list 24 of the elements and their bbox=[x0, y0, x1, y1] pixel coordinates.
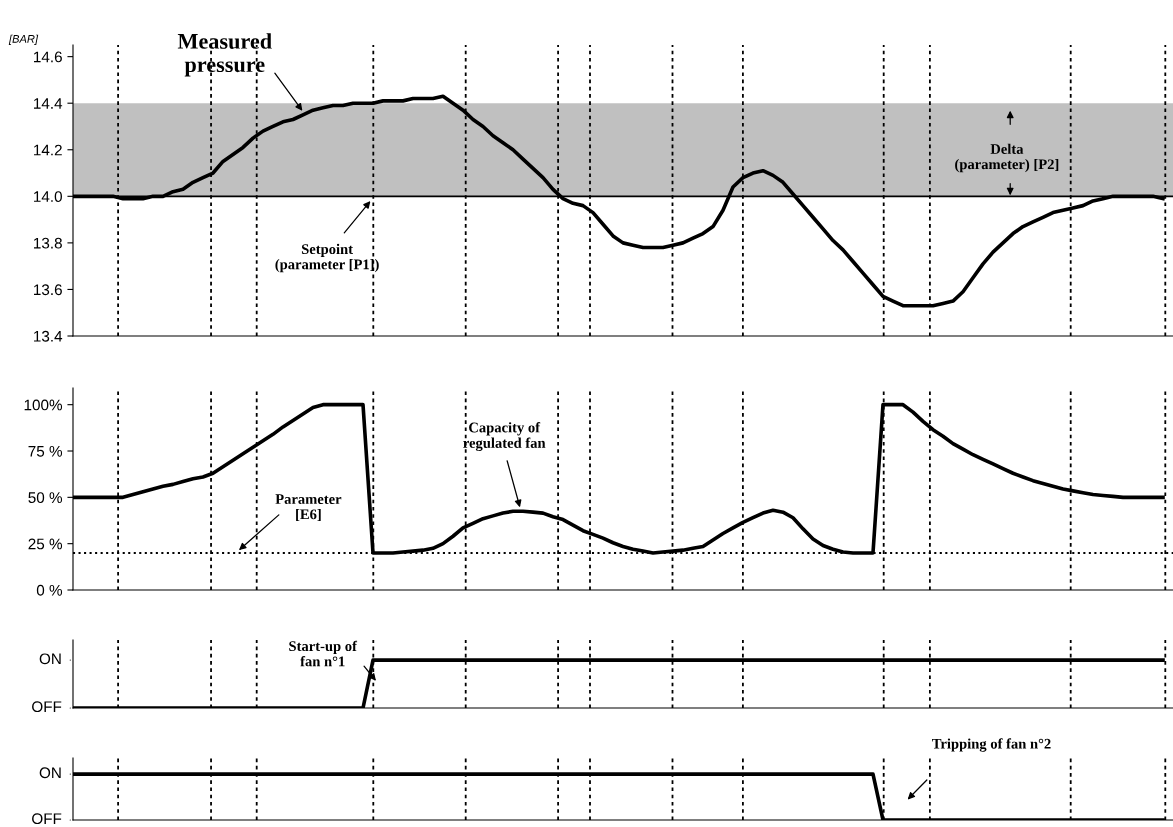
y-tick-label: 0 % bbox=[36, 584, 63, 596]
text: ON bbox=[39, 653, 61, 665]
y-tick-label: 13.4 bbox=[34, 330, 63, 342]
text: Tripping of fan n°2 bbox=[932, 738, 1051, 752]
y-tick-label: 25 % bbox=[28, 538, 63, 550]
y-tick-label: 14.4 bbox=[34, 98, 63, 109]
y-tick-label: 50 % bbox=[28, 492, 63, 504]
y-tick-label: 100% bbox=[24, 399, 63, 411]
y-tick-label: 14.0 bbox=[34, 191, 62, 203]
annotation: Setpoint (parameter [P1]) bbox=[275, 243, 379, 273]
y-tick-label: 14.2 bbox=[34, 144, 62, 156]
y-tick-label: 75 % bbox=[28, 445, 63, 457]
annotation: Delta (parameter) [P2] bbox=[955, 143, 1059, 173]
annotation: Start-up of fan n°1 bbox=[289, 640, 358, 667]
annotation: Measured pressure bbox=[177, 33, 272, 77]
text: ON bbox=[39, 767, 61, 779]
y-tick-label: 13.8 bbox=[34, 237, 62, 249]
text: OFF bbox=[32, 701, 62, 713]
y-tick-label: 13.6 bbox=[34, 284, 62, 296]
y-axis-title: [BAR] bbox=[8, 34, 39, 45]
annotation: Parameter [E6] bbox=[275, 494, 342, 522]
y-tick-label: 14.6 bbox=[34, 51, 62, 63]
annotation: Capacity of regulated fan bbox=[463, 422, 546, 451]
text: OFF bbox=[32, 813, 62, 825]
